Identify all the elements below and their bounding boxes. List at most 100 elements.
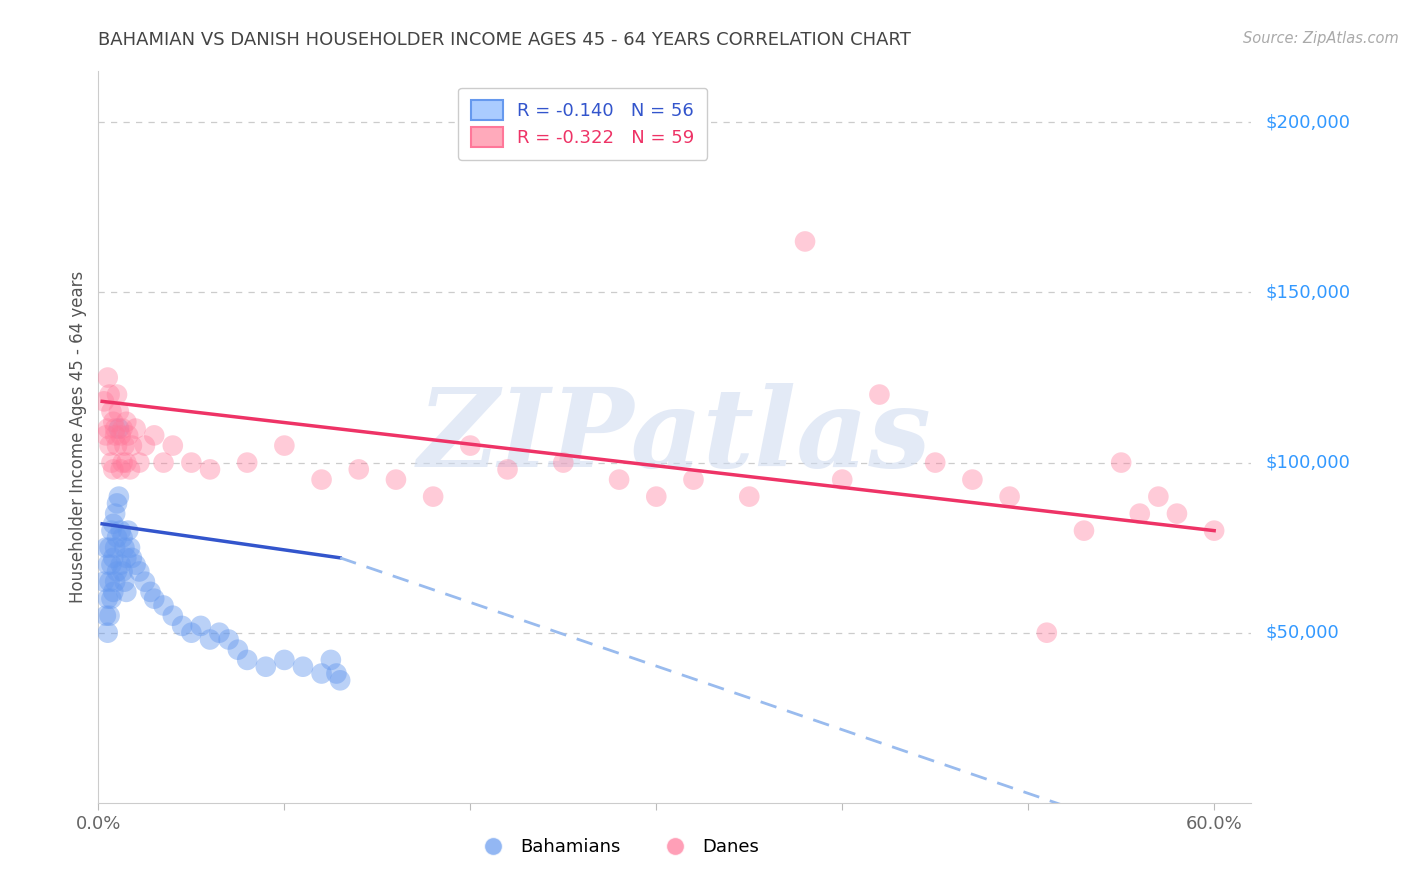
Text: $100,000: $100,000 — [1265, 454, 1350, 472]
Point — [98, 608, 121, 623]
Point — [100, 404, 122, 418]
Point — [311, 473, 333, 487]
Point — [104, 428, 127, 442]
Point — [273, 439, 295, 453]
Point — [124, 558, 146, 572]
Point — [104, 507, 127, 521]
Point — [998, 490, 1021, 504]
Point — [111, 421, 134, 435]
Point — [124, 421, 146, 435]
Point — [172, 619, 194, 633]
Point — [110, 558, 132, 572]
Point — [93, 574, 115, 589]
Point — [143, 428, 166, 442]
Point — [208, 625, 231, 640]
Point — [1109, 456, 1132, 470]
Point — [1204, 524, 1226, 538]
Point — [100, 456, 122, 470]
Point — [924, 456, 946, 470]
Point — [115, 550, 138, 565]
Point — [738, 490, 761, 504]
Point — [110, 428, 132, 442]
Point — [111, 565, 134, 579]
Point — [1147, 490, 1170, 504]
Point — [273, 653, 295, 667]
Point — [198, 632, 221, 647]
Point — [103, 462, 125, 476]
Point — [218, 632, 240, 647]
Point — [254, 659, 277, 673]
Point — [105, 496, 128, 510]
Point — [104, 574, 127, 589]
Point — [118, 541, 141, 555]
Point — [103, 516, 125, 531]
Point — [794, 235, 817, 249]
Point — [117, 428, 139, 442]
Point — [98, 439, 121, 453]
Text: $150,000: $150,000 — [1265, 284, 1350, 301]
Point — [319, 653, 342, 667]
Point — [152, 456, 174, 470]
Point — [94, 428, 117, 442]
Point — [105, 531, 128, 545]
Point — [143, 591, 166, 606]
Point — [190, 619, 212, 633]
Point — [128, 456, 150, 470]
Point — [103, 415, 125, 429]
Point — [236, 456, 259, 470]
Point — [100, 524, 122, 538]
Point — [103, 585, 125, 599]
Point — [180, 625, 202, 640]
Point — [97, 558, 120, 572]
Point — [139, 585, 162, 599]
Point — [97, 591, 120, 606]
Point — [1073, 524, 1095, 538]
Point — [329, 673, 352, 688]
Point — [118, 462, 141, 476]
Point — [347, 462, 370, 476]
Point — [128, 565, 150, 579]
Point — [108, 421, 131, 435]
Point — [198, 462, 221, 476]
Point — [108, 490, 131, 504]
Point — [962, 473, 984, 487]
Text: $50,000: $50,000 — [1265, 624, 1339, 641]
Point — [311, 666, 333, 681]
Point — [121, 439, 143, 453]
Point — [100, 591, 122, 606]
Point — [108, 404, 131, 418]
Text: BAHAMIAN VS DANISH HOUSEHOLDER INCOME AGES 45 - 64 YEARS CORRELATION CHART: BAHAMIAN VS DANISH HOUSEHOLDER INCOME AG… — [98, 31, 911, 49]
Text: Source: ZipAtlas.com: Source: ZipAtlas.com — [1243, 31, 1399, 46]
Point — [134, 439, 156, 453]
Point — [553, 456, 575, 470]
Point — [1129, 507, 1152, 521]
Point — [94, 608, 117, 623]
Point — [98, 387, 121, 401]
Point — [1036, 625, 1059, 640]
Point — [645, 490, 668, 504]
Point — [111, 531, 134, 545]
Point — [103, 550, 125, 565]
Point — [682, 473, 704, 487]
Point — [114, 541, 136, 555]
Point — [1166, 507, 1188, 521]
Point — [162, 608, 184, 623]
Point — [162, 439, 184, 453]
Point — [121, 550, 143, 565]
Point — [385, 473, 408, 487]
Point — [97, 625, 120, 640]
Text: ZIPatlas: ZIPatlas — [418, 384, 932, 491]
Point — [98, 541, 121, 555]
Point — [97, 370, 120, 384]
Point — [460, 439, 482, 453]
Point — [607, 473, 630, 487]
Y-axis label: Householder Income Ages 45 - 64 years: Householder Income Ages 45 - 64 years — [69, 271, 87, 603]
Point — [152, 599, 174, 613]
Point — [93, 394, 115, 409]
Text: $200,000: $200,000 — [1265, 113, 1350, 131]
Legend: Bahamians, Danes: Bahamians, Danes — [468, 830, 766, 863]
Point — [134, 574, 156, 589]
Point — [97, 421, 120, 435]
Point — [110, 524, 132, 538]
Point — [110, 462, 132, 476]
